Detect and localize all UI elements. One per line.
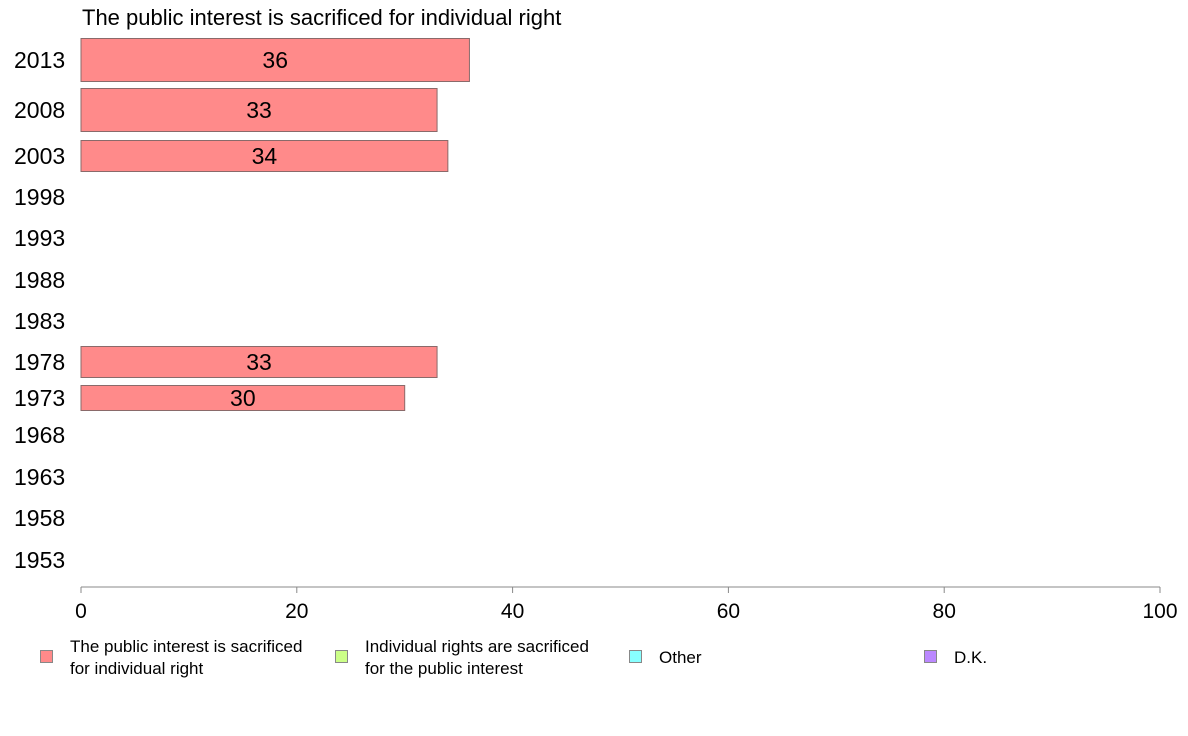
category-label: 1988 (14, 267, 65, 293)
x-tick-label: 80 (933, 600, 956, 623)
legend-swatch (629, 650, 642, 663)
x-tick-label: 100 (1142, 600, 1177, 623)
bar (80, 385, 406, 411)
category-label: 1998 (14, 184, 65, 210)
legend-swatch (40, 650, 53, 663)
legend-swatch (924, 650, 937, 663)
bar-chart: 2013 2008 2003 1998 1993 1988 1983 1978 1973 1968… (14, 38, 1178, 623)
legend-swatch (335, 650, 348, 663)
category-label: 1963 (14, 464, 65, 490)
legend-label: Other (659, 648, 702, 667)
data-label: 34 (252, 143, 278, 169)
category-label: 1953 (14, 547, 65, 573)
category-label: 1978 (14, 349, 65, 375)
bar (80, 88, 438, 132)
category-label: 1958 (14, 505, 65, 531)
legend-item-public-interest: The public interest is sacrificed for in… (40, 636, 302, 680)
data-label: 33 (246, 349, 272, 375)
bar (80, 140, 449, 172)
x-tick-label: 60 (717, 600, 740, 623)
category-label: 1993 (14, 225, 65, 251)
category-label: 2003 (14, 143, 65, 169)
data-label: 33 (246, 97, 272, 123)
data-label: 30 (230, 385, 256, 411)
category-label: 1973 (14, 385, 65, 411)
legend: The public interest is sacrificed for in… (0, 636, 1188, 686)
legend-item-individual-rights: Individual rights are sacrificed for the… (335, 636, 589, 680)
legend-label: D.K. (954, 648, 988, 667)
legend-item-other: Other (629, 636, 702, 669)
category-label: 1983 (14, 308, 65, 334)
legend-item-dk: D.K. (924, 636, 987, 669)
category-label: 2013 (14, 47, 65, 73)
chart-title: The public interest is sacrificed for in… (82, 5, 562, 30)
x-tick-label: 40 (501, 600, 524, 623)
x-tick-label: 20 (285, 600, 308, 623)
bar (80, 346, 438, 378)
legend-label: Individual rights are sacrificed for the… (365, 637, 589, 678)
bar (80, 38, 470, 82)
legend-label: The public interest is sacrificed for in… (70, 637, 303, 678)
category-label: 2008 (14, 97, 65, 123)
category-label: 1968 (14, 422, 65, 448)
data-label: 36 (262, 47, 288, 73)
x-tick-label: 0 (75, 600, 87, 623)
